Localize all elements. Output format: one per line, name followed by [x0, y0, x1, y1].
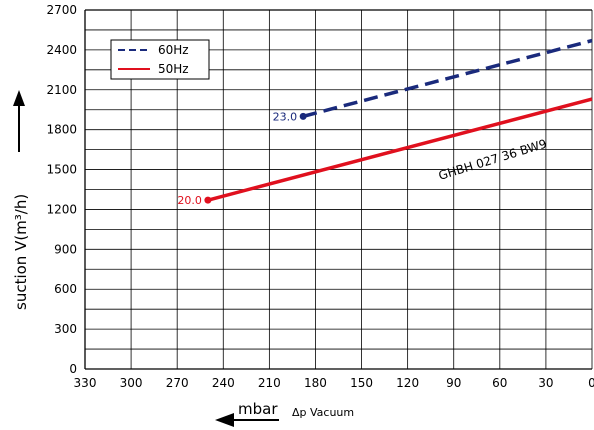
y-tick-label: 900 [54, 242, 77, 256]
legend-box [110, 39, 210, 80]
x-tick-label: 0 [588, 376, 594, 390]
y-tick-label: 1200 [46, 202, 77, 216]
series-layer: 23.0 20.0 [177, 38, 593, 207]
legend-label-50hz: 50Hz [158, 62, 189, 76]
x-tick-label: 270 [166, 376, 189, 390]
y-tick-labels: 0 300 600 900 1200 1500 1800 2100 2400 2700 [46, 3, 77, 376]
y-tick-label: 2100 [46, 83, 77, 97]
x-tick-label: 300 [120, 376, 143, 390]
y-tick-label: 2400 [46, 43, 77, 57]
x-tick-label: 210 [258, 376, 281, 390]
series-line-50hz [207, 97, 593, 202]
x-tick-label: 30 [538, 376, 553, 390]
y-tick-label: 0 [69, 362, 77, 376]
x-tick-label: 90 [446, 376, 461, 390]
legend-label-60hz: 60Hz [158, 43, 189, 57]
y-tick-label: 1800 [46, 123, 77, 137]
x-tick-label: 330 [74, 376, 97, 390]
y-tick-label: 1500 [46, 163, 77, 177]
y-tick-label: 2700 [46, 3, 77, 17]
x-tick-label: 120 [396, 376, 419, 390]
y-axis-label: suction V(m³/h) [12, 194, 30, 310]
x-axis-arrow [215, 413, 279, 427]
series-start-label-50hz: 20.0 [177, 194, 202, 207]
series-start-point-60hz [299, 112, 307, 120]
x-tick-labels: 330 300 270 240 210 180 150 120 90 60 30 0 [74, 376, 594, 390]
y-tick-label: 300 [54, 322, 77, 336]
y-axis-arrow [13, 90, 25, 152]
x-axis-secondary-label: Δp Vacuum [292, 406, 354, 419]
x-axis-label: mbar [238, 400, 278, 418]
x-tick-label: 240 [212, 376, 235, 390]
series-line-60hz [302, 38, 593, 119]
x-tick-label: 60 [492, 376, 507, 390]
x-tick-label: 180 [304, 376, 327, 390]
y-tick-label: 600 [54, 282, 77, 296]
legend: 60Hz 50Hz [110, 39, 210, 80]
chart-grid [84, 9, 593, 370]
series-start-label-60hz: 23.0 [273, 110, 298, 123]
x-tick-label: 150 [350, 376, 373, 390]
series-start-point-50hz [204, 196, 212, 204]
